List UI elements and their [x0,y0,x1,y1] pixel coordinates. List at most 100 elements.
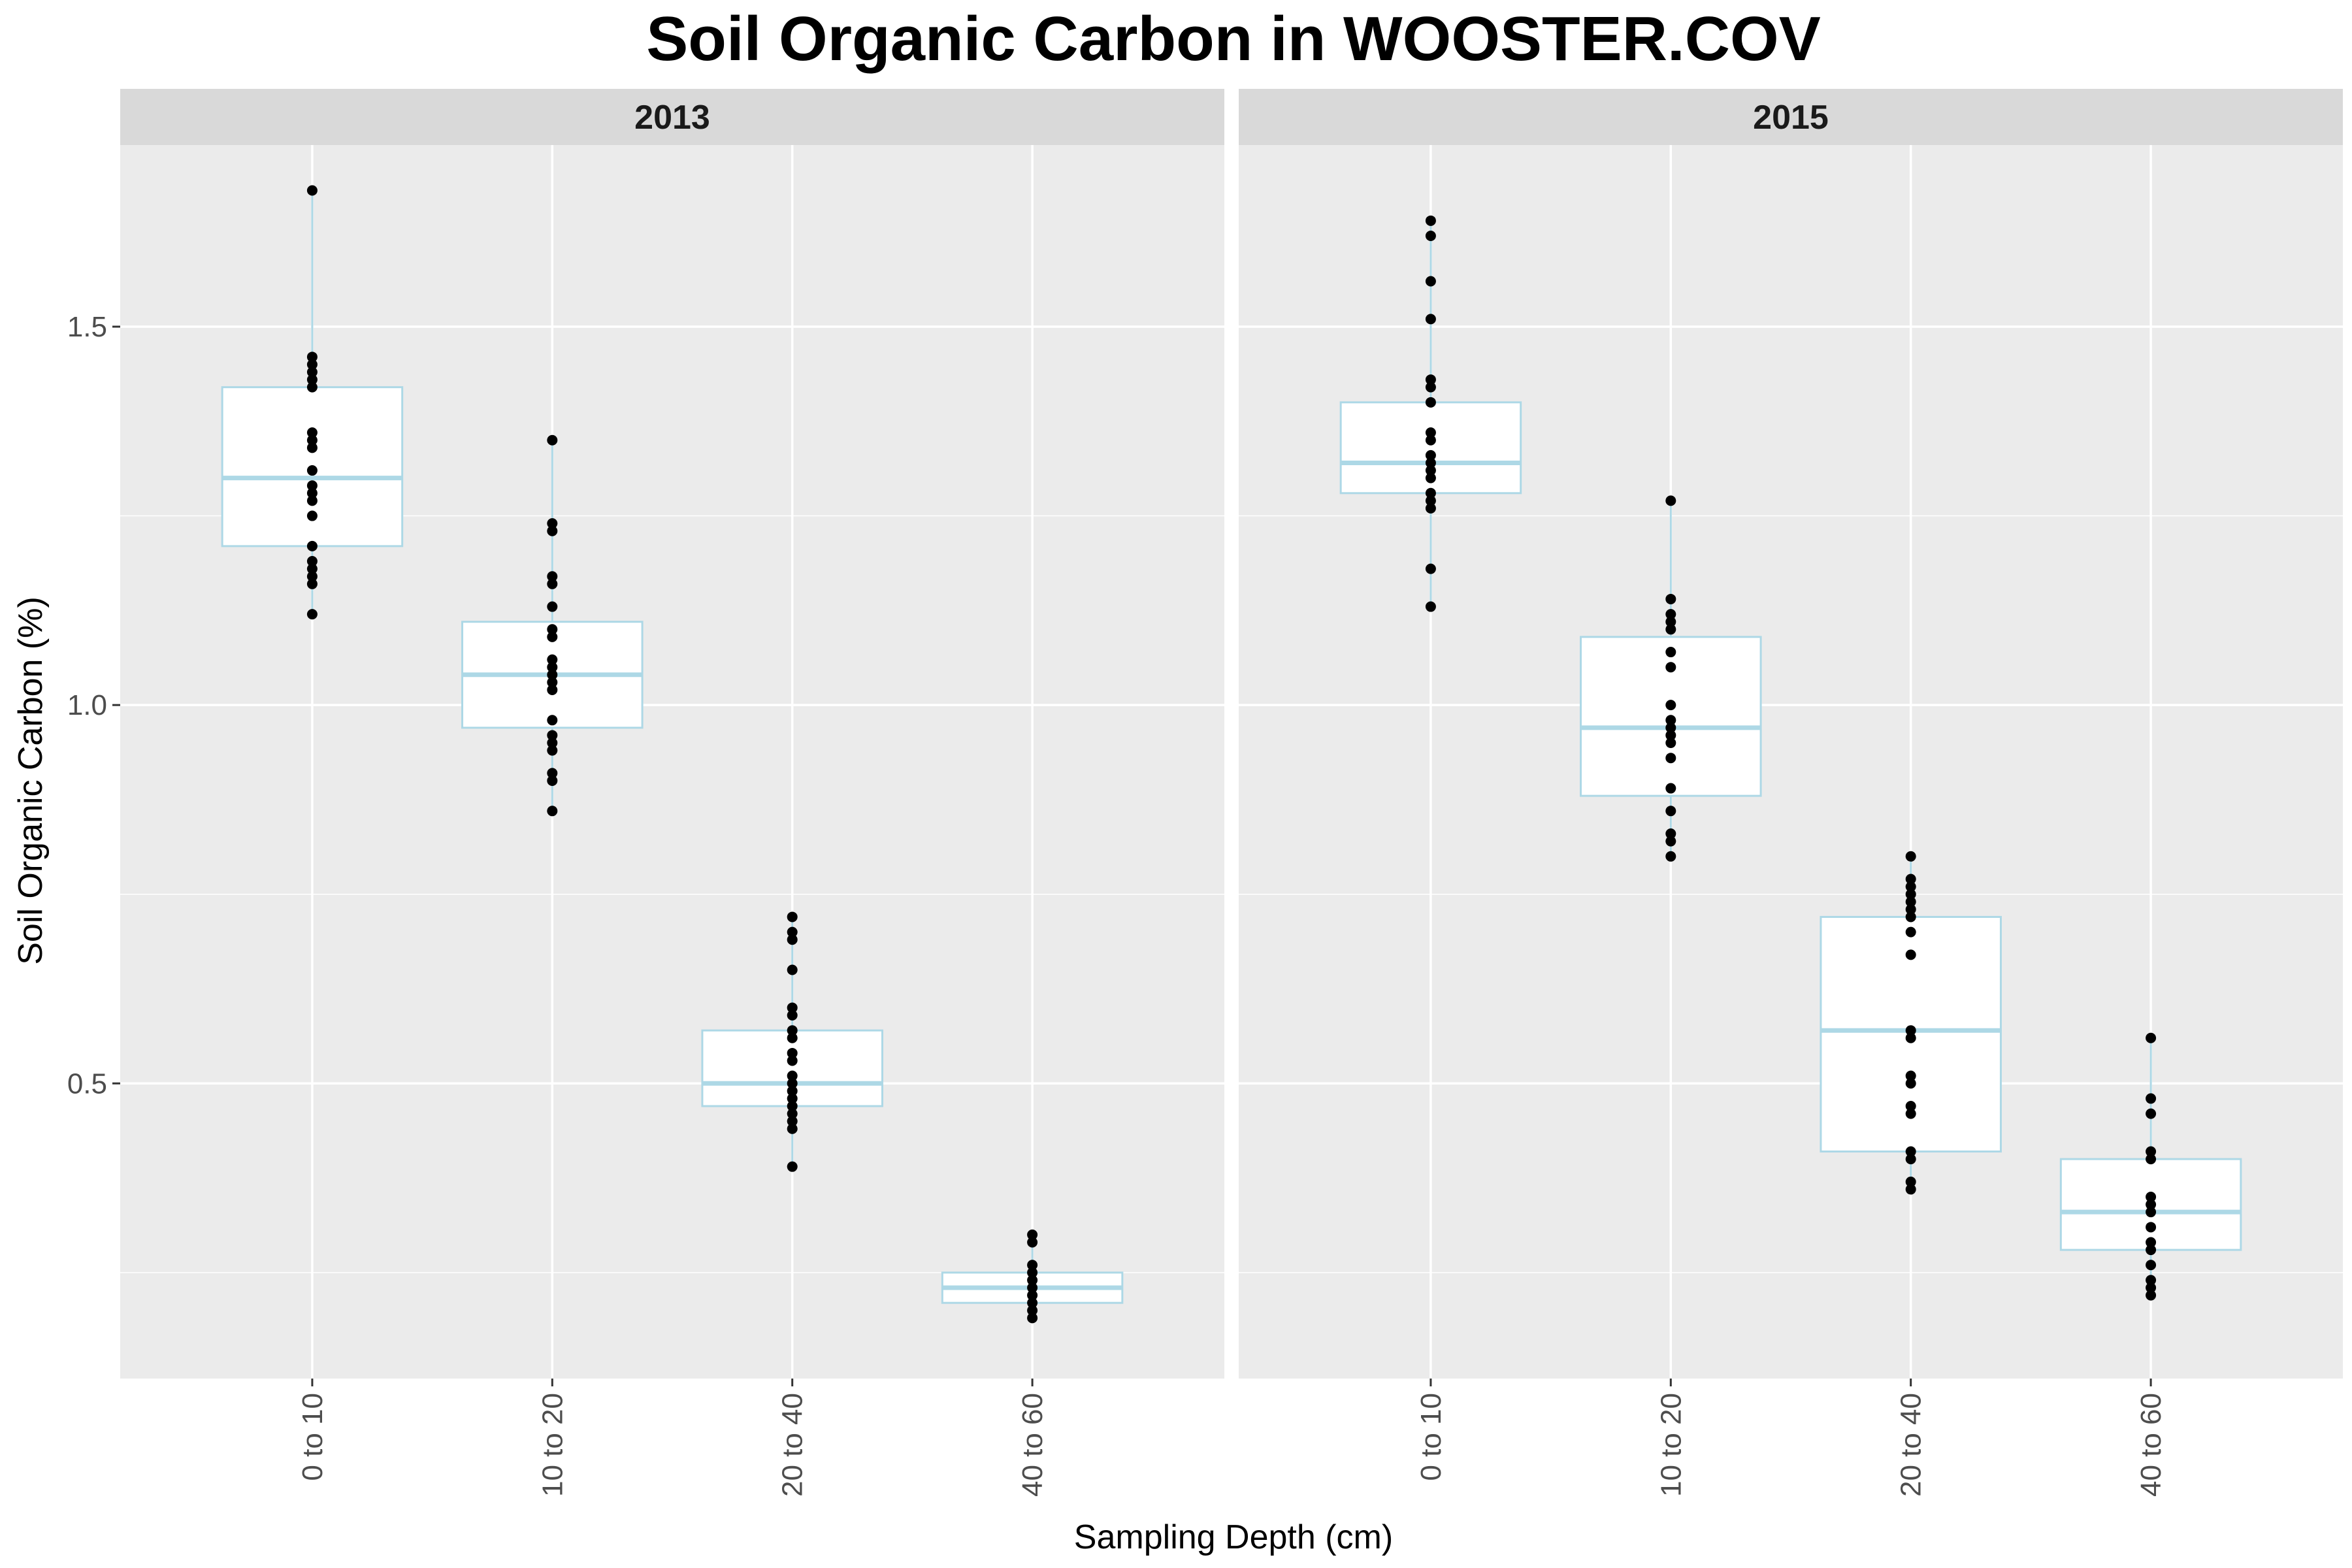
data-point [2146,1032,2157,1043]
data-point [1027,1267,1038,1278]
data-point [1425,374,1436,385]
data-point [787,1078,798,1089]
data-point [1905,1146,1916,1157]
data-point [1905,1184,1916,1195]
data-point [1905,881,1916,892]
facet-strip-label: 2015 [1753,99,1829,137]
data-point [1665,836,1676,847]
data-point [787,1093,798,1104]
data-point [1665,593,1676,604]
data-point [1665,730,1676,741]
data-point [547,730,558,741]
data-point [1905,1154,1916,1165]
data-point [1425,434,1436,446]
data-point [1665,715,1676,726]
data-point [1425,502,1436,514]
data-point [1665,738,1676,749]
data-point [2146,1275,2157,1286]
data-point [1425,457,1436,468]
y-axis-title: Soil Organic Carbon (%) [12,596,50,965]
data-point [306,427,318,438]
data-point [1425,382,1436,393]
x-tick-label: 40 to 60 [1017,1393,1049,1497]
data-point [1425,601,1436,612]
data-point [547,806,558,817]
data-point [1665,851,1676,862]
facet-strip [120,89,1224,145]
data-point [1665,700,1676,711]
data-point [1905,1025,1916,1036]
data-point [2146,1237,2157,1248]
data-point [1027,1229,1038,1240]
data-point [2146,1222,2157,1233]
data-point [306,185,318,196]
data-point [787,1010,798,1021]
data-point [1027,1305,1038,1316]
chart-title: Soil Organic Carbon in WOOSTER.COV [646,4,1820,74]
boxplot-20-to-40 [701,911,883,1172]
x-tick-label: 10 to 20 [536,1393,568,1497]
data-point [1027,1313,1038,1324]
data-point [547,745,558,756]
data-point [1665,624,1676,635]
data-point [2146,1154,2157,1165]
x-tick-label: 20 to 40 [777,1393,809,1497]
data-point [306,609,318,620]
x-axis-title: Sampling Depth (cm) [1074,1518,1393,1556]
data-point [1665,753,1676,764]
data-point [306,442,318,453]
data-point [1665,722,1676,733]
data-point [547,624,558,635]
data-point [1905,949,1916,960]
data-point [306,556,318,567]
data-point [787,1123,798,1134]
data-point [547,738,558,749]
x-tick-label: 0 to 10 [297,1393,329,1481]
facet-panel-2013: 2013 0 to 10 10 to 20 20 to 40 40 to 60 [120,89,1224,1497]
data-point [547,677,558,688]
data-point [2146,1245,2157,1256]
data-point [787,1108,798,1119]
data-point [1425,449,1436,461]
data-point [306,434,318,446]
data-point [1027,1282,1038,1294]
data-point [1905,926,1916,938]
data-point [1905,904,1916,915]
data-point [547,571,558,582]
data-point [547,684,558,695]
data-point [787,1085,798,1096]
data-point [1027,1260,1038,1271]
data-point [2146,1260,2157,1271]
data-point [547,654,558,665]
data-point [787,1055,798,1066]
data-point [1905,1108,1916,1119]
data-point [787,1116,798,1127]
data-point [306,563,318,574]
data-point [787,1101,798,1112]
data-point [1027,1237,1038,1248]
data-point [547,715,558,726]
data-point [1425,495,1436,506]
data-point [547,434,558,446]
data-point [787,1032,798,1043]
data-point [306,540,318,551]
data-point [787,1161,798,1172]
x-tick-label: 0 to 10 [1415,1393,1447,1481]
data-point [2146,1146,2157,1157]
data-point [306,367,318,378]
data-point [1425,230,1436,241]
data-point [1905,1101,1916,1112]
boxplot-0-to-10 [221,185,404,620]
data-point [787,1025,798,1036]
data-point [787,911,798,923]
data-point [1665,647,1676,658]
data-point [1905,1176,1916,1187]
data-point [306,480,318,491]
data-point [306,510,318,521]
data-point [306,374,318,385]
data-point [547,669,558,680]
data-point [1027,1290,1038,1301]
data-point [2146,1282,2157,1294]
data-point [1905,911,1916,923]
data-point [1905,851,1916,862]
